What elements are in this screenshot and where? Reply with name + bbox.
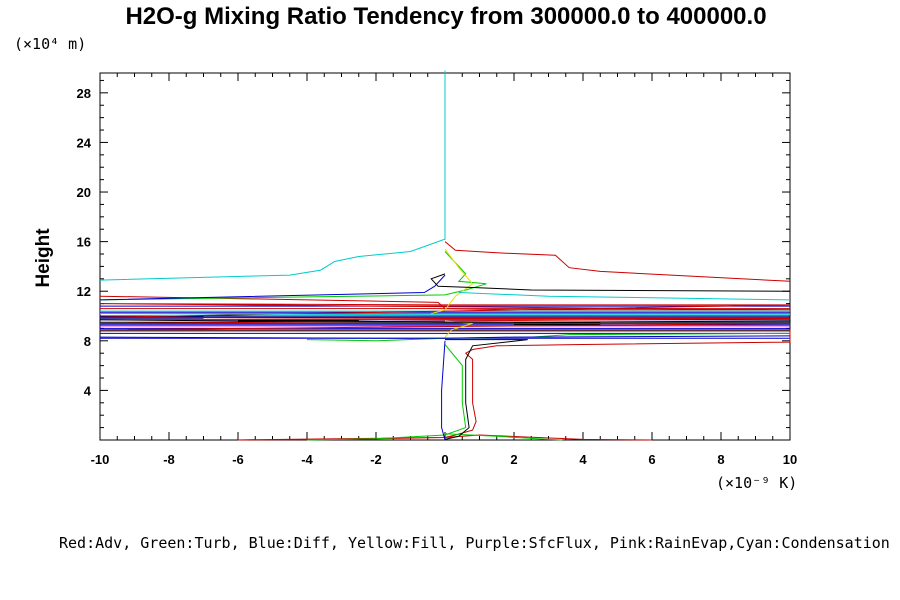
x-tick-label: -8: [163, 452, 175, 467]
series-diff-line: [99, 274, 446, 301]
x-tick-label: 2: [510, 452, 517, 467]
x-tick-label: -6: [232, 452, 244, 467]
x-tick-label: 10: [783, 452, 797, 467]
series-lines: [99, 70, 791, 441]
legend-text: Red:Adv, Green:Turb, Blue:Diff, Yellow:F…: [59, 534, 890, 552]
x-tick-label: -4: [301, 452, 313, 467]
x-tick-label: -2: [370, 452, 382, 467]
series-adv-line: [99, 295, 791, 441]
y-tick-label: 12: [77, 284, 91, 299]
y-tick-label: 24: [77, 135, 92, 150]
y-unit-label: (×10⁴ m): [14, 35, 86, 53]
axis-ticks: [99, 73, 791, 440]
series-condensation-line: [458, 292, 791, 301]
series-fill-line: [431, 248, 474, 314]
series-turb-line: [99, 251, 487, 301]
y-tick-label: 28: [77, 86, 91, 101]
series-condensation-line: [99, 70, 446, 281]
series-condensation-line: [99, 313, 790, 316]
x-tick-label: 0: [441, 452, 448, 467]
series-adv-line: [444, 241, 791, 282]
y-tick-label: 16: [77, 235, 91, 250]
chart-title: H2O-g Mixing Ratio Tendency from 300000.…: [125, 3, 766, 30]
series-condensation-core-line: [99, 319, 791, 323]
series-diff-line: [99, 335, 791, 339]
y-tick-label: 8: [84, 334, 91, 349]
x-tick-label: 4: [579, 452, 587, 467]
x-tick-label: -10: [91, 452, 110, 467]
y-tick-label: 4: [84, 383, 92, 398]
series-condensation-core-line: [444, 339, 528, 440]
x-tick-labels: -10 -8 -6 -4 -2 0 2 4 6 8 10: [91, 452, 798, 467]
x-unit-label: (×10⁻⁹ K): [716, 474, 797, 492]
series-diff-line: [441, 340, 446, 441]
x-tick-label: 6: [648, 452, 655, 467]
series-turb-line: [444, 433, 563, 441]
y-tick-label: 20: [77, 185, 91, 200]
x-tick-label: 8: [717, 452, 724, 467]
series-condensation-core-line: [430, 273, 791, 292]
y-axis-label: Height: [33, 228, 54, 288]
series-turb-line: [306, 344, 467, 441]
y-tick-labels: 4 8 12 16 20 24 28: [77, 86, 92, 399]
